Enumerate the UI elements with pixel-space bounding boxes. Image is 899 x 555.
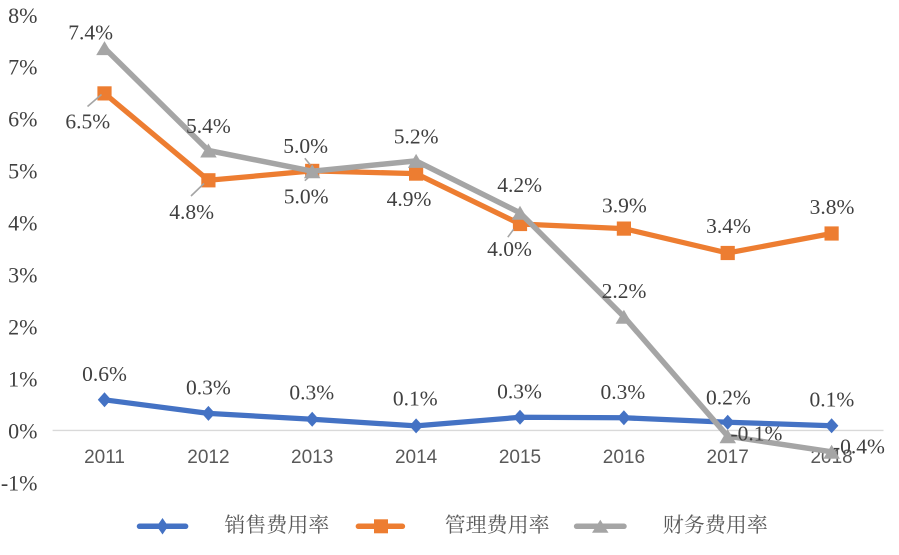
svg-text:3%: 3% — [8, 263, 37, 288]
svg-text:2%: 2% — [8, 315, 37, 340]
svg-text:2.2%: 2.2% — [602, 279, 647, 303]
svg-text:-1%: -1% — [1, 470, 38, 495]
svg-text:0.6%: 0.6% — [82, 362, 127, 386]
svg-text:4%: 4% — [8, 211, 37, 236]
svg-text:0.1%: 0.1% — [810, 388, 855, 412]
svg-text:0.3%: 0.3% — [601, 380, 646, 404]
svg-text:3.4%: 3.4% — [706, 214, 751, 238]
svg-text:5.4%: 5.4% — [186, 114, 231, 138]
svg-text:2013: 2013 — [291, 447, 333, 468]
svg-text:2011: 2011 — [84, 447, 125, 468]
svg-text:8%: 8% — [8, 3, 37, 28]
svg-text:7%: 7% — [8, 55, 37, 80]
svg-text:0.3%: 0.3% — [186, 376, 231, 400]
svg-text:4.8%: 4.8% — [169, 200, 214, 224]
svg-text:7.4%: 7.4% — [68, 20, 113, 44]
svg-text:0.3%: 0.3% — [497, 380, 542, 404]
svg-text:6.5%: 6.5% — [65, 110, 110, 134]
svg-text:4.0%: 4.0% — [487, 237, 532, 261]
svg-text:2017: 2017 — [707, 447, 749, 468]
svg-text:-0.1%: -0.1% — [731, 421, 783, 445]
svg-text:0.2%: 0.2% — [706, 385, 751, 409]
svg-text:3.8%: 3.8% — [810, 195, 855, 219]
svg-text:2012: 2012 — [187, 447, 229, 468]
svg-text:5.2%: 5.2% — [394, 125, 439, 149]
svg-text:1%: 1% — [8, 367, 37, 392]
svg-text:0.1%: 0.1% — [393, 386, 438, 410]
svg-text:5.0%: 5.0% — [284, 185, 329, 209]
svg-text:0%: 0% — [8, 418, 37, 443]
svg-text:5.0%: 5.0% — [283, 134, 328, 158]
svg-text:2016: 2016 — [603, 447, 645, 468]
svg-text:2014: 2014 — [395, 447, 438, 468]
svg-text:0.3%: 0.3% — [289, 381, 334, 405]
svg-text:2015: 2015 — [499, 447, 541, 468]
svg-text:6%: 6% — [8, 107, 37, 132]
svg-text:5%: 5% — [8, 159, 37, 184]
svg-text:3.9%: 3.9% — [602, 194, 647, 218]
svg-text:-0.4%: -0.4% — [833, 435, 885, 459]
svg-text:4.2%: 4.2% — [497, 173, 542, 197]
svg-text:4.9%: 4.9% — [387, 187, 432, 211]
